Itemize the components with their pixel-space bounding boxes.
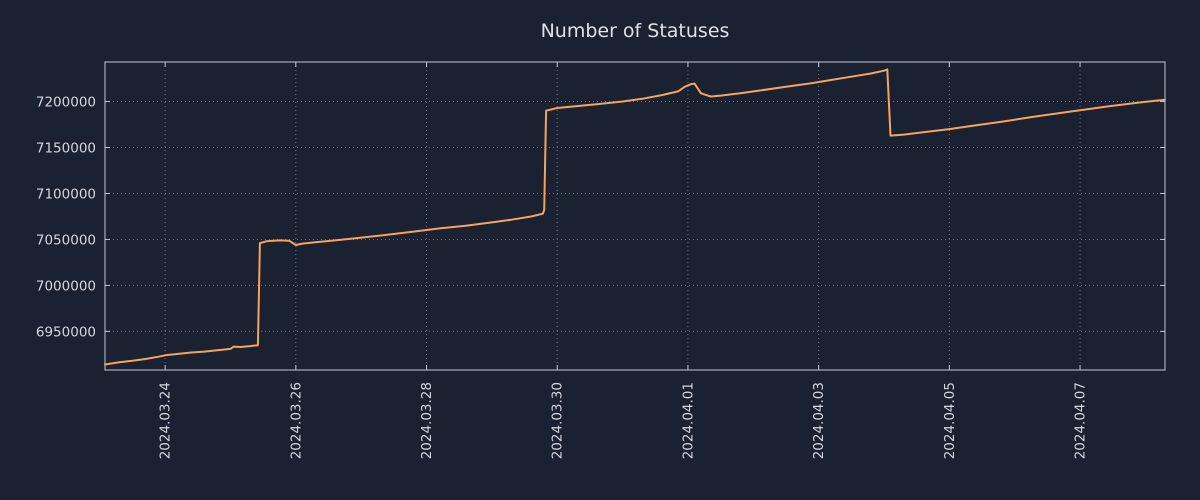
x-tick-label: 2024.04.03 (811, 382, 827, 459)
series-line-statuses (104, 68, 1166, 366)
x-tick-label: 2024.04.01 (680, 382, 696, 459)
y-tick-label: 7150000 (36, 141, 96, 157)
x-tick-label: 2024.04.05 (942, 382, 958, 459)
y-tick-label: 7000000 (36, 278, 96, 294)
grid-lines (105, 62, 1165, 370)
y-tick-label: 7100000 (36, 186, 96, 202)
x-tick-label: 2024.03.28 (419, 382, 435, 459)
y-tick-label: 7200000 (36, 95, 96, 111)
axis-ticks (105, 62, 1165, 370)
chart-title: Number of Statuses (541, 20, 730, 42)
y-tick-label: 6950000 (36, 324, 96, 340)
series-line (104, 68, 1166, 366)
x-tick-label: 2024.04.07 (1073, 382, 1089, 459)
x-tick-label: 2024.03.26 (288, 382, 304, 459)
x-tick-label: 2024.03.24 (158, 382, 174, 459)
plot-border (104, 61, 1166, 371)
y-tick-label: 7050000 (36, 232, 96, 248)
plot-frame (104, 61, 1166, 371)
x-tick-label: 2024.03.30 (550, 382, 566, 459)
tick-labels: 6950000 7000000 7050000 7100000 7150000 72000… (36, 95, 1089, 460)
